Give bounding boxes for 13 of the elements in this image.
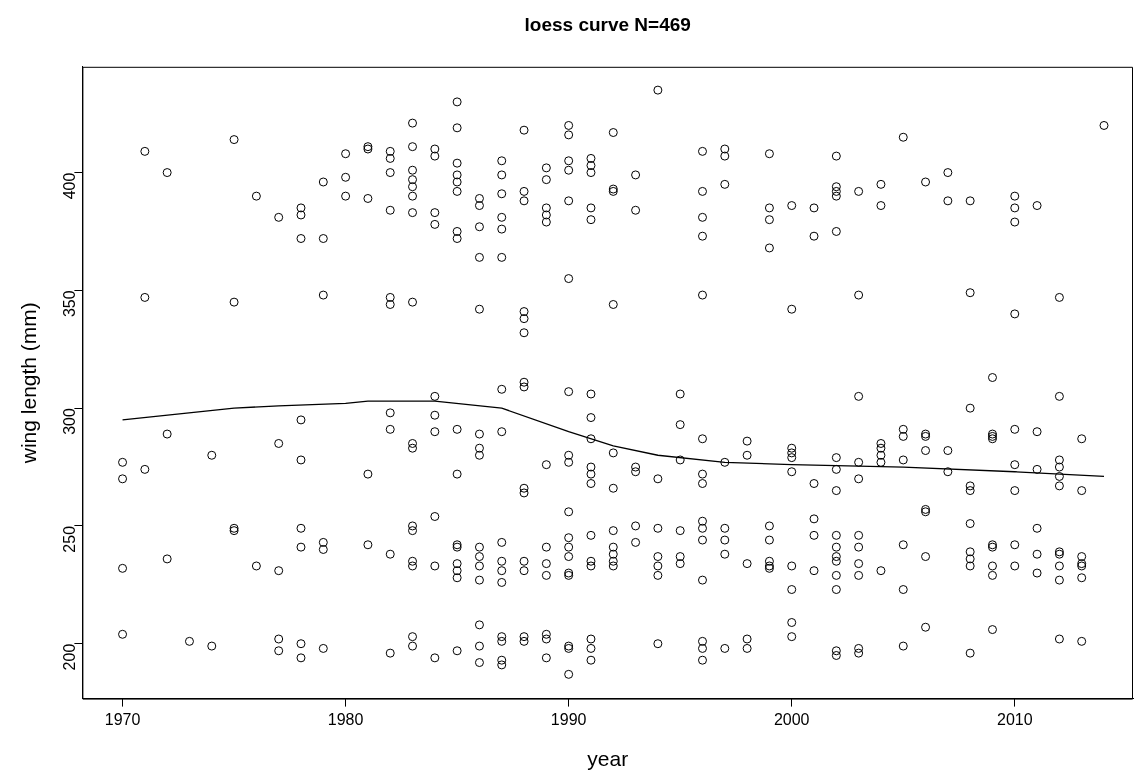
y-tick-label: 400 <box>60 172 78 200</box>
chart-title: loess curve N=469 <box>524 13 691 35</box>
y-tick-label: 200 <box>60 643 78 671</box>
x-tick-label: 1990 <box>550 710 587 728</box>
x-axis-title: year <box>587 747 629 771</box>
y-tick-label: 250 <box>60 525 78 553</box>
x-tick-label: 1970 <box>104 710 141 728</box>
x-tick-label: 1980 <box>327 710 364 728</box>
y-axis-title: wing length (mm) <box>17 302 41 465</box>
x-tick-label: 2000 <box>773 710 810 728</box>
y-tick-label: 300 <box>60 408 78 435</box>
x-tick-label: 2010 <box>996 710 1033 728</box>
y-tick-label: 350 <box>60 290 78 318</box>
